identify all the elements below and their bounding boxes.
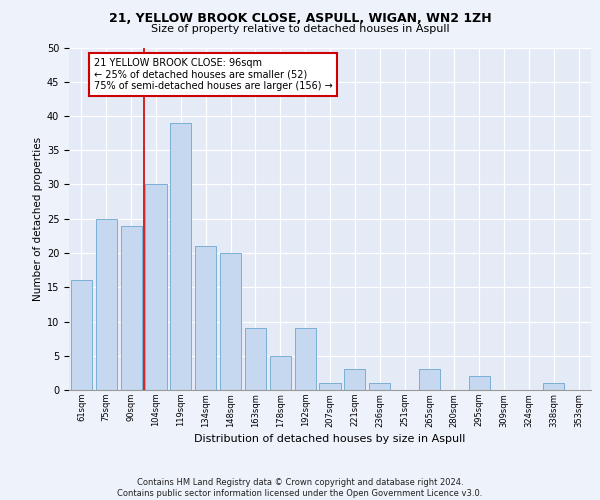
Text: Size of property relative to detached houses in Aspull: Size of property relative to detached ho… xyxy=(151,24,449,34)
Bar xyxy=(270,356,291,390)
Bar xyxy=(220,253,241,390)
Bar xyxy=(71,280,92,390)
Bar xyxy=(295,328,316,390)
Bar xyxy=(145,184,167,390)
Bar xyxy=(245,328,266,390)
Text: Contains HM Land Registry data © Crown copyright and database right 2024.
Contai: Contains HM Land Registry data © Crown c… xyxy=(118,478,482,498)
Bar xyxy=(170,123,191,390)
Bar xyxy=(543,383,564,390)
Text: 21, YELLOW BROOK CLOSE, ASPULL, WIGAN, WN2 1ZH: 21, YELLOW BROOK CLOSE, ASPULL, WIGAN, W… xyxy=(109,12,491,26)
Y-axis label: Number of detached properties: Number of detached properties xyxy=(32,136,43,301)
Bar xyxy=(121,226,142,390)
Bar xyxy=(344,370,365,390)
Bar xyxy=(319,383,341,390)
X-axis label: Distribution of detached houses by size in Aspull: Distribution of detached houses by size … xyxy=(194,434,466,444)
Bar xyxy=(96,219,117,390)
Text: 21 YELLOW BROOK CLOSE: 96sqm
← 25% of detached houses are smaller (52)
75% of se: 21 YELLOW BROOK CLOSE: 96sqm ← 25% of de… xyxy=(94,58,332,91)
Bar xyxy=(469,376,490,390)
Bar xyxy=(195,246,216,390)
Bar xyxy=(419,370,440,390)
Bar xyxy=(369,383,390,390)
